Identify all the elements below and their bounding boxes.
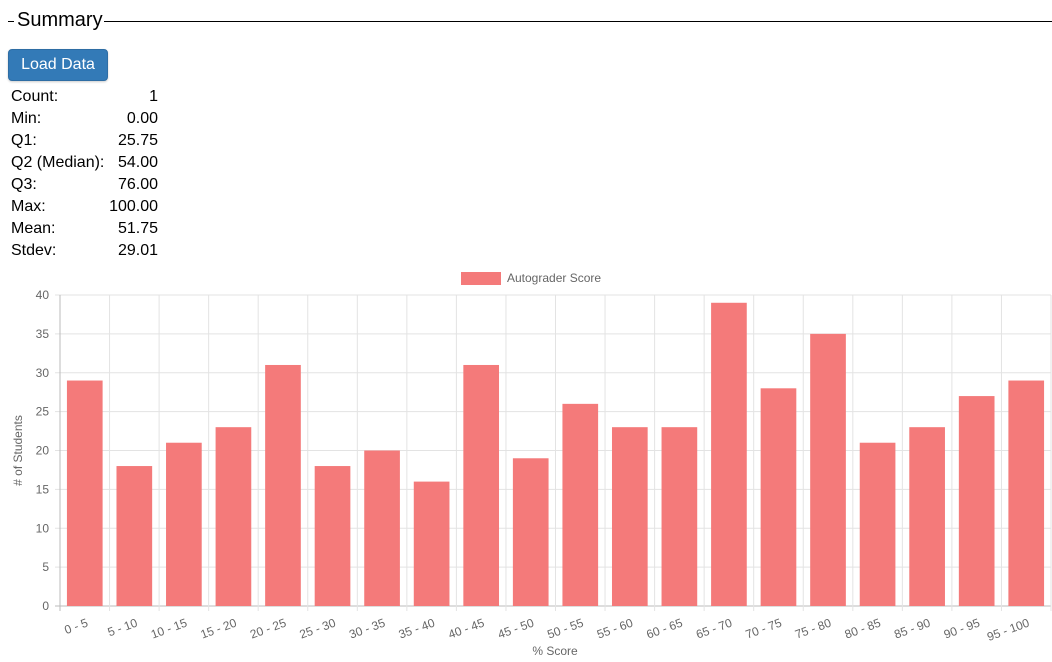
x-tick-label: 85 - 90 <box>892 616 932 642</box>
x-tick-label: 45 - 50 <box>496 616 536 642</box>
y-tick-label: 20 <box>36 444 50 458</box>
y-tick-label: 15 <box>36 482 50 496</box>
chart-legend[interactable]: Autograder Score <box>461 271 601 285</box>
stat-value: 0.00 <box>126 110 158 127</box>
y-tick-label: 40 <box>36 288 50 302</box>
stat-row-count: Count: 1 <box>11 86 161 108</box>
summary-fieldset: Summary <box>0 6 1052 36</box>
stat-value: 25.75 <box>117 132 158 149</box>
y-tick-label: 10 <box>36 521 50 535</box>
x-tick-label: 40 - 45 <box>446 616 486 642</box>
legend-label: Autograder Score <box>507 271 601 285</box>
bar[interactable] <box>512 458 549 606</box>
stat-row-mean: Mean: 51.75 <box>11 218 161 240</box>
x-tick-label: 35 - 40 <box>397 616 437 642</box>
histogram-chart: Autograder Score 0 5 10 15 20 25 30 35 40 0 - 5 5… <box>11 271 1052 658</box>
stat-value: 76.00 <box>117 176 158 193</box>
x-tick-label: 50 - 55 <box>545 616 585 642</box>
x-tick-label: 30 - 35 <box>347 616 387 642</box>
bar[interactable] <box>661 427 698 606</box>
bar[interactable] <box>760 388 797 606</box>
x-axis-ticks: 0 - 5 5 - 10 10 - 15 15 - 20 20 - 25 25 - 30 3… <box>62 616 1031 644</box>
bar[interactable] <box>909 427 945 606</box>
x-tick-label: 20 - 25 <box>248 616 288 642</box>
stat-value: 100.00 <box>109 198 158 215</box>
y-tick-label: 5 <box>42 560 49 574</box>
stat-row-max: Max: 100.00 <box>11 196 161 218</box>
stat-label: Q3: <box>11 176 37 193</box>
stat-value: 1 <box>149 88 158 105</box>
bar[interactable] <box>859 442 896 606</box>
bar[interactable] <box>265 364 301 606</box>
x-tick-label: 95 - 100 <box>985 616 1031 644</box>
bar[interactable] <box>562 403 599 606</box>
bars <box>66 302 1045 607</box>
bar[interactable] <box>166 442 202 606</box>
load-data-button[interactable]: Load Data <box>8 49 108 81</box>
stats-table: Count: 1 Min: 0.00 Q1: 25.75 Q2 (Median)… <box>11 86 161 262</box>
y-tick-label: 35 <box>36 327 50 341</box>
x-tick-label: 70 - 75 <box>744 616 784 642</box>
x-tick-label: 5 - 10 <box>106 616 140 640</box>
y-tick-label: 30 <box>36 366 50 380</box>
stat-label: Count: <box>11 88 59 105</box>
bar[interactable] <box>66 380 103 606</box>
legend-divider-right <box>104 21 1052 22</box>
x-tick-label: 75 - 80 <box>793 616 833 642</box>
bar[interactable] <box>1008 380 1045 606</box>
bar[interactable] <box>463 364 500 606</box>
stat-row-min: Min: 0.00 <box>11 108 161 130</box>
stat-value: 51.75 <box>117 220 158 237</box>
y-tick-label: 0 <box>42 599 49 613</box>
x-tick-label: 55 - 60 <box>595 616 635 642</box>
x-tick-label: 80 - 85 <box>843 616 883 642</box>
stat-row-median: Q2 (Median): 54.00 <box>11 152 161 174</box>
bar[interactable] <box>958 396 995 606</box>
bar[interactable] <box>215 427 252 606</box>
stat-value: 54.00 <box>117 154 158 171</box>
bar[interactable] <box>364 450 400 607</box>
bar[interactable] <box>116 466 153 606</box>
x-tick-label: 90 - 95 <box>942 616 982 642</box>
y-axis-label: # of Students <box>11 415 25 486</box>
stat-row-q1: Q1: 25.75 <box>11 130 161 152</box>
grid <box>55 294 1052 611</box>
y-tick-label: 25 <box>36 405 50 419</box>
bar[interactable] <box>611 427 648 606</box>
x-tick-label: 65 - 70 <box>694 616 734 642</box>
stat-row-stdev: Stdev: 29.01 <box>11 240 161 262</box>
stat-value: 29.01 <box>117 242 158 259</box>
stat-label: Stdev: <box>11 242 57 259</box>
stat-row-q3: Q3: 76.00 <box>11 174 161 196</box>
x-tick-label: 15 - 20 <box>199 616 239 642</box>
bar[interactable] <box>711 302 747 606</box>
stat-label: Mean: <box>11 220 56 237</box>
x-tick-label: 60 - 65 <box>645 616 685 642</box>
x-tick-label: 10 - 15 <box>149 616 189 642</box>
summary-title: Summary <box>17 9 103 31</box>
bar[interactable] <box>810 333 846 606</box>
bar[interactable] <box>314 466 351 606</box>
stat-label: Min: <box>11 110 42 127</box>
y-axis-ticks: 0 5 10 15 20 25 30 35 40 <box>36 288 50 613</box>
x-axis-label: % Score <box>532 644 578 658</box>
x-tick-label: 0 - 5 <box>62 616 90 637</box>
stat-label: Q1: <box>11 132 37 149</box>
bar[interactable] <box>413 481 450 606</box>
stat-label: Q2 (Median): <box>11 154 105 171</box>
stat-label: Max: <box>11 198 46 215</box>
x-tick-label: 25 - 30 <box>298 616 338 642</box>
legend-divider-left <box>8 21 14 22</box>
legend-swatch <box>461 272 501 285</box>
